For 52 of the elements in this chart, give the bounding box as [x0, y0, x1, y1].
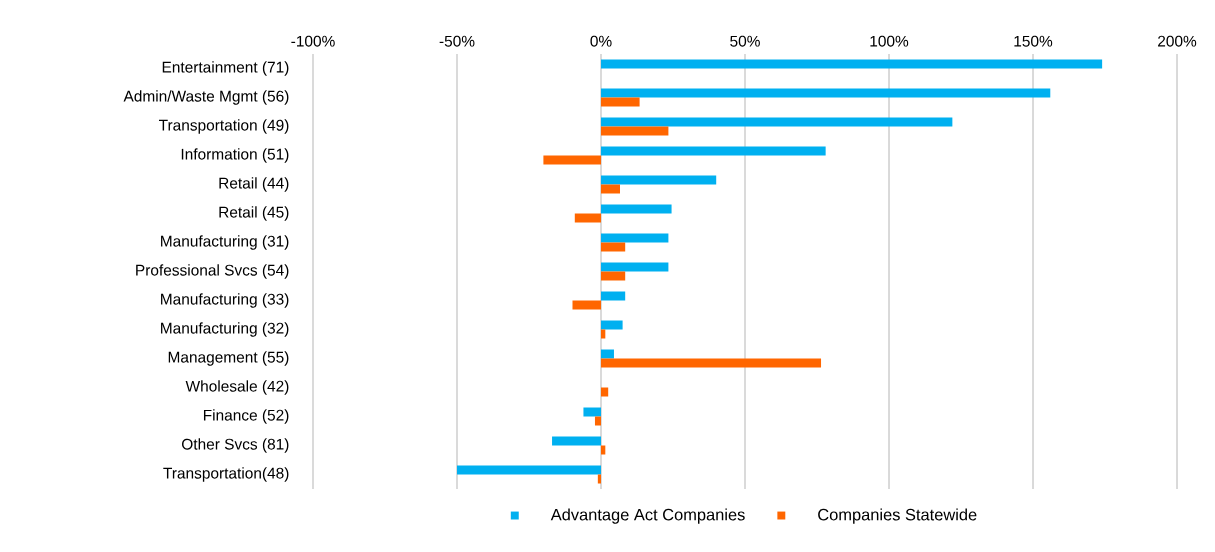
- y-tick-label: Retail (45): [219, 206, 289, 221]
- x-tick-label: 0%: [590, 35, 612, 47]
- y-tick-label: Finance (52): [203, 409, 289, 424]
- y-tick-label: Professional Svcs (54): [136, 264, 289, 279]
- y-tick-label: Admin/Waste Mgmt (56): [123, 90, 289, 105]
- bar: [601, 97, 640, 107]
- bar: [597, 474, 601, 484]
- bar: [601, 59, 1103, 69]
- bar: [601, 88, 1051, 98]
- bar: [601, 320, 623, 330]
- bar: [583, 407, 601, 417]
- x-tick-label: 50%: [730, 35, 760, 47]
- bar: [601, 349, 614, 359]
- bar: [601, 387, 609, 397]
- bar: [601, 358, 822, 368]
- y-tick-label: Other Svcs (81): [182, 438, 289, 453]
- bar: [457, 465, 601, 475]
- bar: [601, 262, 669, 272]
- bar: [594, 416, 601, 426]
- bar: [601, 329, 606, 339]
- y-tick-label: Entertainment (71): [162, 61, 289, 76]
- bar: [601, 291, 626, 301]
- bar: [552, 436, 601, 446]
- bar: [574, 213, 601, 223]
- bar: [601, 242, 626, 252]
- legend-label: Companies Statewide: [818, 508, 977, 524]
- bar: [601, 175, 717, 185]
- bar: [601, 204, 672, 214]
- x-tick-label: 100%: [870, 35, 909, 47]
- legend-label: Advantage Act Companies: [550, 508, 745, 524]
- y-tick-label: Manufacturing (33): [161, 293, 289, 308]
- bar: [601, 233, 669, 243]
- x-tick-label: 150%: [1014, 35, 1053, 47]
- bar: [601, 271, 626, 281]
- x-tick-label: -50%: [439, 35, 475, 47]
- bar: [601, 146, 826, 156]
- y-tick-label: Manufacturing (31): [161, 235, 289, 250]
- x-tick-label: 200%: [1158, 35, 1197, 47]
- y-tick-label: Management (55): [168, 351, 289, 366]
- y-tick-label: Retail (44): [219, 177, 289, 192]
- y-tick-label: Information (51): [181, 148, 289, 163]
- bar: [601, 445, 606, 455]
- bar: [601, 184, 621, 194]
- y-tick-label: Transportation (49): [159, 119, 289, 134]
- y-tick-label: Manufacturing (32): [161, 322, 289, 337]
- bar: [601, 117, 953, 127]
- bar: [543, 155, 601, 165]
- y-tick-label: Transportation(48): [163, 467, 289, 482]
- bar: [572, 300, 601, 310]
- bar: [601, 126, 669, 136]
- x-tick-label: -100%: [291, 35, 335, 47]
- y-tick-label: Wholesale (42): [185, 380, 289, 395]
